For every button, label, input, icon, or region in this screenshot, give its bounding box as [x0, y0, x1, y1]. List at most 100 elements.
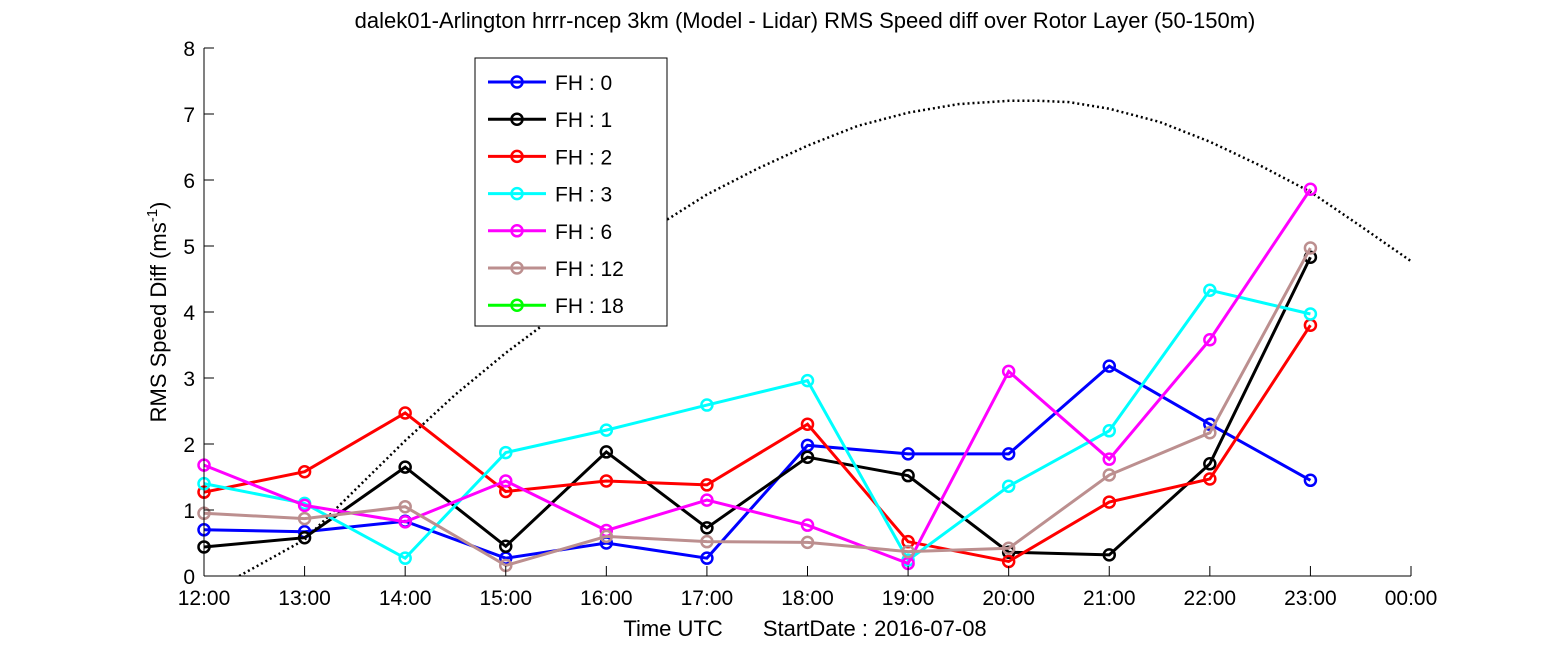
data-point — [800, 535, 815, 550]
data-point — [1102, 468, 1116, 482]
data-point — [700, 398, 714, 412]
legend-entry: FH : 0 — [488, 72, 612, 95]
legend-label: FH : 12 — [555, 258, 624, 281]
data-point — [901, 468, 915, 483]
legend-entry: FH : 18 — [488, 295, 624, 318]
x-axis-label: Time UTC StartDate : 2016-07-08 — [623, 616, 986, 641]
y-axis: 0 1 2 3 4 5 6 7 8 — [183, 38, 214, 589]
data-point — [1102, 424, 1116, 438]
data-point — [1001, 541, 1016, 556]
data-point — [1303, 182, 1318, 196]
series-fh-6 — [197, 182, 1318, 571]
data-point — [398, 406, 412, 420]
x-tick-label: 18:00 — [781, 587, 834, 610]
data-point — [398, 515, 412, 529]
data-point — [700, 493, 714, 507]
legend-swatch-marker — [510, 186, 524, 201]
x-tick-label: 23:00 — [1284, 587, 1337, 610]
y-tick-label: 8 — [183, 38, 195, 61]
x-tick-label: 20:00 — [982, 587, 1035, 610]
series-line — [203, 188, 1312, 566]
x-tick-label: 14:00 — [379, 587, 432, 610]
x-tick-label: 21:00 — [1083, 587, 1136, 610]
series-line — [203, 324, 1312, 564]
data-point — [398, 551, 412, 565]
legend-label: FH : 1 — [555, 109, 612, 132]
legend-swatch-marker — [510, 224, 524, 238]
series-line — [203, 288, 1311, 563]
y-tick-label: 4 — [183, 302, 195, 325]
legend-entry: FH : 3 — [488, 184, 612, 207]
y-axis-label-sup: -1 — [144, 209, 161, 222]
legend-entry: FH : 2 — [488, 146, 612, 169]
data-point — [1001, 364, 1016, 379]
data-point — [1102, 548, 1116, 562]
data-point — [599, 445, 614, 459]
legend-swatch-marker — [510, 149, 524, 164]
data-point — [1102, 452, 1116, 466]
legend-label: FH : 3 — [555, 184, 612, 207]
x-tick-label: 17:00 — [681, 587, 734, 610]
y-tick-label: 1 — [183, 500, 195, 523]
plot-area — [204, 48, 1411, 576]
series-line — [203, 256, 1312, 557]
legend-entry: FH : 12 — [488, 258, 624, 281]
chart-title: dalek01-Arlington hrrr-ncep 3km (Model -… — [355, 8, 1256, 33]
data-point — [1203, 332, 1217, 347]
data-point — [700, 551, 714, 565]
data-point — [1203, 472, 1217, 486]
x-tick-label: 19:00 — [882, 587, 935, 610]
series-line — [203, 364, 1312, 560]
data-point — [901, 447, 915, 461]
x-tick-label: 22:00 — [1184, 587, 1237, 610]
data-point — [599, 423, 614, 437]
y-tick-label: 7 — [183, 104, 195, 127]
data-point — [499, 539, 513, 554]
data-point — [1303, 241, 1318, 255]
data-point — [398, 499, 412, 514]
legend-swatch-marker — [510, 261, 524, 275]
data-point — [297, 530, 312, 545]
legend-entry: FH : 6 — [488, 221, 612, 244]
legend-swatch-marker — [510, 75, 524, 89]
data-point — [398, 460, 412, 474]
x-tick-label: 00:00 — [1385, 587, 1438, 610]
legend-swatch-marker — [510, 298, 524, 312]
data-point — [599, 474, 614, 488]
data-point — [800, 373, 815, 388]
data-point — [1203, 457, 1217, 471]
legend-entry: FH : 1 — [488, 109, 612, 132]
data-point — [499, 445, 513, 460]
legend-swatch-marker — [510, 112, 524, 126]
y-tick-label: 3 — [183, 368, 195, 391]
legend-label: FH : 18 — [555, 295, 624, 318]
data-point — [1001, 447, 1016, 461]
data-point — [800, 417, 815, 431]
y-axis-label-main: RMS Speed Diff (ms — [146, 222, 171, 422]
data-point — [599, 529, 614, 544]
data-point — [297, 498, 312, 513]
y-tick-label: 0 — [183, 566, 195, 589]
y-axis-label: RMS Speed Diff (ms-1) — [144, 202, 171, 423]
data-point — [1001, 479, 1016, 493]
x-axis-label-time: Time UTC — [623, 616, 723, 641]
data-point — [1303, 473, 1318, 488]
x-tick-label: 15:00 — [479, 587, 532, 610]
y-tick-label: 2 — [183, 434, 195, 457]
legend: FH : 0 FH : 1 FH : 2 FH : 3 FH : 6 FH : 12 FH … — [474, 57, 668, 327]
data-point — [1102, 495, 1116, 509]
legend-box — [474, 57, 668, 327]
data-point — [1303, 307, 1318, 321]
series-layer — [197, 182, 1318, 573]
legend-label: FH : 6 — [555, 221, 612, 244]
x-tick-label: 12:00 — [178, 587, 231, 610]
data-point — [1203, 426, 1217, 440]
y-axis-label-close: ) — [146, 202, 171, 209]
legend-label: FH : 0 — [555, 72, 612, 95]
data-point — [700, 534, 714, 549]
data-point — [499, 474, 513, 488]
x-axis: 12:00 13:00 14:00 15:00 16:00 17:00 18:00 19:00… — [178, 566, 1438, 610]
data-point — [297, 464, 312, 479]
data-point — [800, 450, 815, 464]
